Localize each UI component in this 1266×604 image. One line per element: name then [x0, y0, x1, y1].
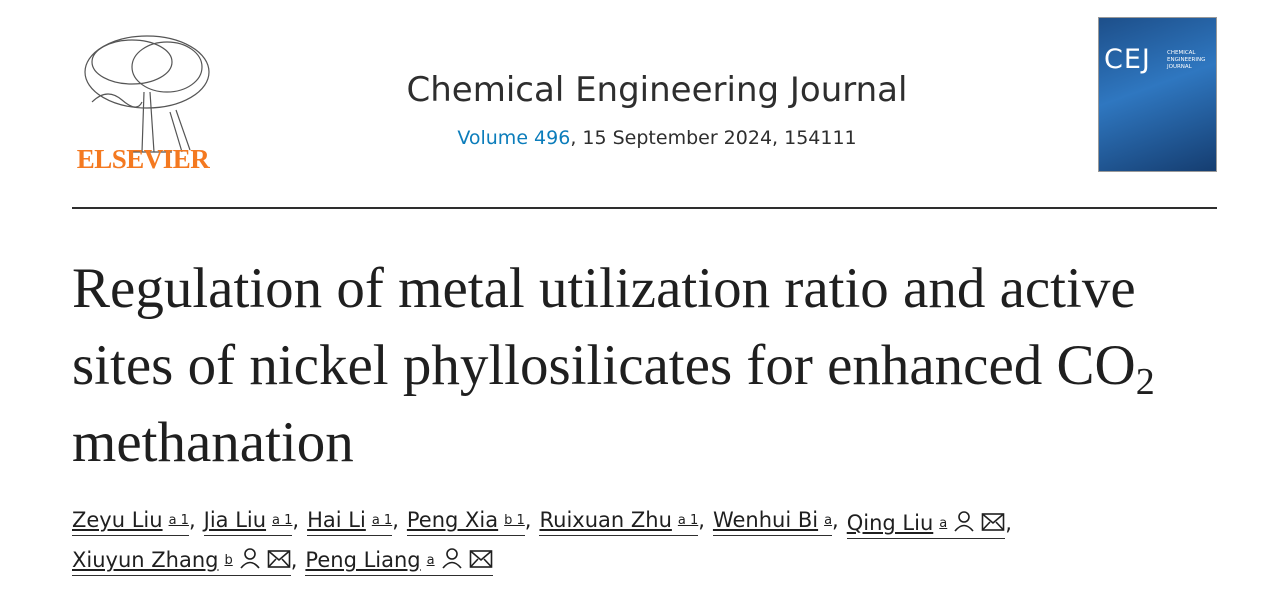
person-icon-wrap — [239, 547, 261, 574]
divider — [72, 207, 1217, 209]
author-link[interactable]: Wenhui Bi a — [712, 508, 833, 536]
cover-abbrev: CEJ — [1104, 44, 1151, 75]
title-subscript: 2 — [1135, 361, 1155, 403]
author: Jia Liu a 1, — [203, 508, 307, 539]
author-link[interactable]: Xiuyun Zhang b — [72, 545, 291, 576]
separator: , — [832, 508, 839, 532]
person-icon — [441, 548, 462, 569]
person-icon-wrap — [441, 547, 463, 574]
author-link[interactable]: Peng Xia b 1 — [406, 508, 525, 536]
separator: , — [392, 508, 399, 532]
author-name: Qing Liu — [846, 511, 934, 535]
author: Peng Xia b 1, — [406, 508, 540, 539]
author-affiliation: b 1 — [504, 513, 525, 528]
separator: , — [524, 508, 532, 532]
author: Hai Li a 1, — [307, 508, 407, 539]
email-icon — [469, 550, 492, 568]
author: Qing Liu a, — [846, 508, 1020, 539]
author-link[interactable]: Zeyu Liu a 1 — [72, 508, 189, 536]
email-icon — [981, 513, 1005, 531]
email-icon-wrap — [469, 549, 493, 574]
article-title: Regulation of metal utilization ratio an… — [72, 250, 1202, 481]
elsevier-logo[interactable] — [72, 16, 214, 178]
author-affiliation: b — [224, 553, 233, 568]
journal-title[interactable]: Chemical Engineering Journal — [406, 70, 908, 110]
author-affiliation: a 1 — [272, 513, 293, 528]
email-icon — [267, 550, 291, 568]
volume-line: Volume 496, 15 September 2024, 154111 — [300, 127, 1014, 149]
author-name: Peng Xia — [406, 508, 499, 532]
author-name: Jia Liu — [203, 508, 267, 532]
author-link[interactable]: Peng Liang a — [305, 545, 493, 576]
author-affiliation: a 1 — [677, 513, 699, 528]
author-affiliation: a — [824, 513, 833, 528]
author-affiliation: a — [426, 553, 435, 568]
author-name: Peng Liang — [305, 548, 421, 572]
author-name: Ruixuan Zhu — [539, 508, 672, 532]
separator: , — [188, 508, 196, 532]
separator: , — [290, 548, 298, 572]
journal-cover[interactable]: CEJ CHEMICAL ENGINEERING JOURNAL — [1098, 17, 1217, 172]
person-icon — [240, 548, 260, 569]
author-affiliation: a 1 — [371, 513, 393, 528]
person-icon-wrap — [953, 510, 975, 537]
author: Xiuyun Zhang b, — [72, 545, 305, 576]
email-icon-wrap — [267, 549, 291, 574]
author-list: Zeyu Liu a 1, Jia Liu a 1, Hai Li a 1, Peng Xi… — [72, 508, 1182, 576]
author-link[interactable]: Jia Liu a 1 — [203, 508, 293, 536]
author-link[interactable]: Hai Li a 1 — [307, 508, 393, 536]
author-link[interactable]: Ruixuan Zhu a 1 — [539, 508, 699, 536]
author-name: Wenhui Bi — [712, 508, 819, 532]
author-affiliation: a 1 — [168, 513, 189, 528]
publisher: ELSEVIER — [76, 144, 210, 174]
author-name: Hai Li — [307, 508, 366, 532]
author: Zeyu Liu a 1, — [72, 508, 204, 539]
author-link[interactable]: Qing Liu a — [846, 508, 1006, 539]
author: Wenhui Bi a, — [712, 508, 847, 539]
author-name: Xiuyun Zhang — [72, 548, 219, 572]
title-text-end: methanation — [72, 411, 354, 474]
separator: , — [292, 508, 300, 532]
author-affiliation: a — [939, 516, 948, 531]
separator: , — [698, 508, 705, 532]
issue-info: , 15 September 2024, 154111 — [570, 127, 857, 149]
author: Ruixuan Zhu a 1, — [539, 508, 712, 539]
title-text: Regulation of metal utilization ratio an… — [72, 257, 1136, 397]
author: Peng Liang a — [305, 545, 493, 576]
cover-name: CHEMICAL ENGINEERING JOURNAL — [1167, 50, 1206, 70]
author-name: Zeyu Liu — [72, 508, 163, 532]
person-icon — [954, 511, 974, 532]
separator: , — [1005, 511, 1012, 535]
email-icon-wrap — [981, 512, 1005, 537]
volume-link[interactable]: Volume 496 — [457, 127, 571, 149]
